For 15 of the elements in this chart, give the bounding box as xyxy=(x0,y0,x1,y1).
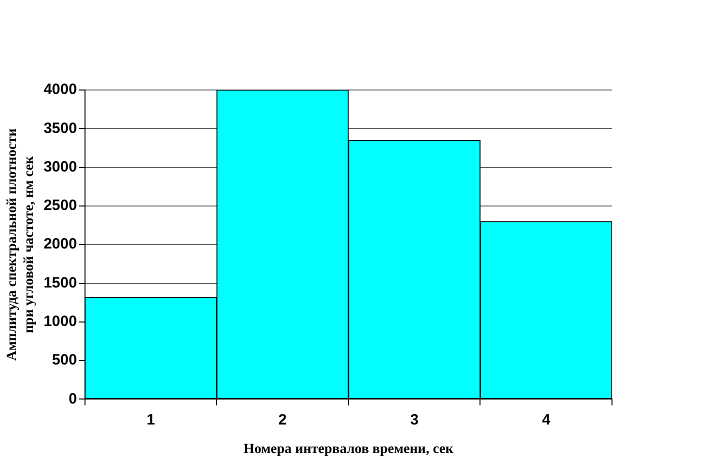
y-tick-label: 0 xyxy=(68,390,77,408)
x-tick-label: 1 xyxy=(146,411,156,428)
x-tick-label: 2 xyxy=(278,411,287,428)
y-tick-label: 3000 xyxy=(44,158,77,176)
y-tick-label: 2000 xyxy=(44,236,77,253)
y-tick-label: 4000 xyxy=(44,81,77,98)
y-tick-label: 2500 xyxy=(44,197,77,214)
y-tick-label: 3500 xyxy=(44,120,77,137)
x-axis-title: Номера интервалов времени, сек xyxy=(243,442,454,458)
x-tick-label: 3 xyxy=(410,411,419,428)
y-axis-title: Амплитуда спектральной плотности при угловой частоте, нм сек xyxy=(5,128,37,361)
x-tick-label: 4 xyxy=(542,411,551,428)
y-tick-label: 1000 xyxy=(44,313,77,330)
y-tick-label: 1500 xyxy=(44,274,77,292)
y-tick-label: 500 xyxy=(52,352,77,369)
